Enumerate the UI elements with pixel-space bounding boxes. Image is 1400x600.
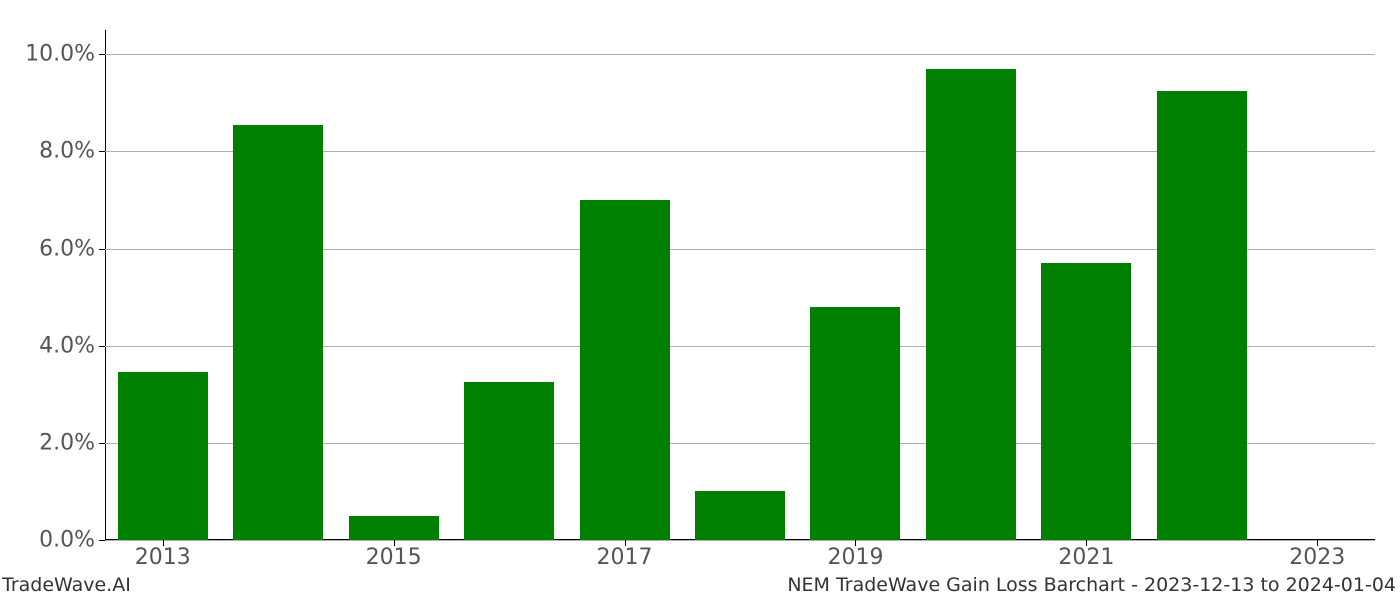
xtick-mark xyxy=(163,540,164,546)
bar xyxy=(464,382,554,540)
xtick-label: 2021 xyxy=(1058,545,1114,570)
bar xyxy=(1041,263,1131,540)
ytick-mark xyxy=(99,151,105,152)
ytick-mark xyxy=(99,249,105,250)
footer-left-label: TradeWave.AI xyxy=(2,574,131,596)
plot-area xyxy=(105,30,1375,540)
xtick-label: 2015 xyxy=(366,545,422,570)
bar xyxy=(810,307,900,540)
bar xyxy=(926,69,1016,540)
xtick-label: 2019 xyxy=(827,545,883,570)
xtick-label: 2013 xyxy=(135,545,191,570)
xtick-mark xyxy=(855,540,856,546)
bar xyxy=(233,125,323,540)
ytick-label: 8.0% xyxy=(39,139,95,164)
xtick-mark xyxy=(1317,540,1318,546)
xtick-label: 2017 xyxy=(597,545,653,570)
ytick-mark xyxy=(99,540,105,541)
bar xyxy=(1157,91,1247,540)
ytick-mark xyxy=(99,346,105,347)
xtick-label: 2023 xyxy=(1289,545,1345,570)
xtick-mark xyxy=(625,540,626,546)
ytick-mark xyxy=(99,443,105,444)
ytick-label: 6.0% xyxy=(39,236,95,261)
y-axis-line xyxy=(105,30,106,540)
gridline xyxy=(105,54,1375,55)
chart-container xyxy=(105,30,1375,540)
bar xyxy=(349,516,439,540)
footer-right-label: NEM TradeWave Gain Loss Barchart - 2023-… xyxy=(787,574,1396,596)
ytick-label: 4.0% xyxy=(39,333,95,358)
ytick-label: 2.0% xyxy=(39,430,95,455)
bar xyxy=(118,372,208,540)
xtick-mark xyxy=(1086,540,1087,546)
bar xyxy=(695,491,785,540)
xtick-mark xyxy=(394,540,395,546)
ytick-label: 0.0% xyxy=(39,528,95,553)
ytick-mark xyxy=(99,54,105,55)
gridline xyxy=(105,540,1375,541)
bar xyxy=(580,200,670,540)
ytick-label: 10.0% xyxy=(25,42,95,67)
